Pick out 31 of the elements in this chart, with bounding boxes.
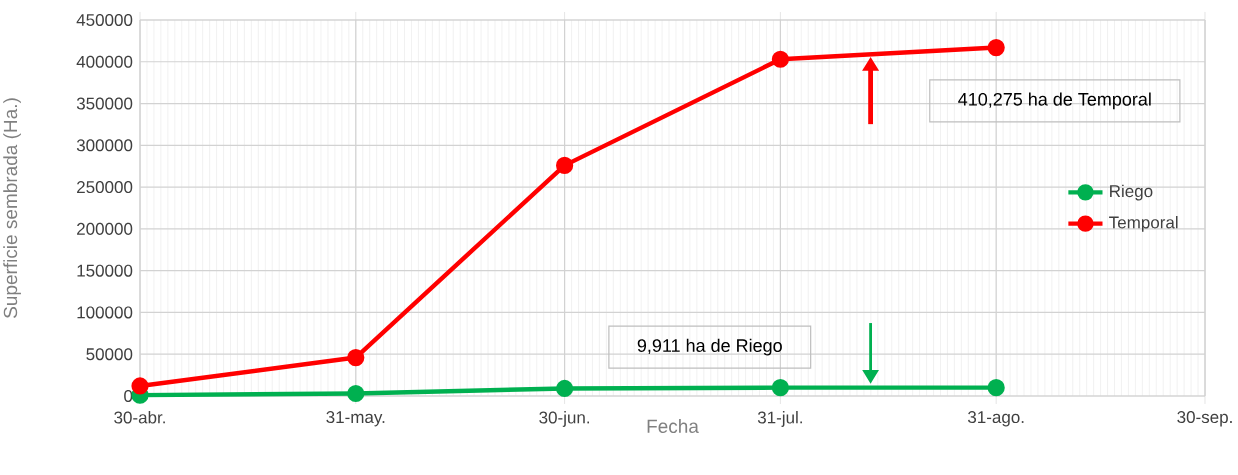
point	[556, 379, 574, 398]
annotation: 9,911 ha de Riego	[637, 338, 782, 356]
y-tick-label: 0	[124, 389, 133, 402]
y-tick-label: 200000	[77, 222, 133, 235]
x-tick-label: 30-abr.	[114, 411, 165, 424]
y-tick-label: 150000	[77, 264, 133, 277]
y-tick-label: 300000	[76, 139, 133, 152]
x-tick-label: 30-jun.	[539, 411, 590, 427]
point	[771, 50, 789, 68]
point	[556, 156, 574, 174]
point	[987, 38, 1005, 57]
point	[347, 384, 365, 403]
legend-label: Riego	[1110, 184, 1153, 201]
y-tick-label: 100000	[77, 306, 133, 319]
y-tick-label: 400000	[76, 55, 133, 68]
point	[131, 377, 149, 395]
y-tick-label: 350000	[76, 97, 133, 110]
annotation: 410,275 ha de Temporal	[958, 92, 1151, 110]
point	[771, 379, 789, 397]
x-axis-title: Fecha	[647, 419, 699, 434]
y-tick-label: 250000	[77, 181, 133, 194]
y-tick-label: 50000	[86, 348, 133, 361]
x-tick-label: 31-jul.	[757, 411, 802, 427]
point	[347, 348, 365, 367]
legend-label: Temporal	[1109, 215, 1178, 232]
x-tick-label: 31-ago.	[968, 411, 1024, 427]
point	[987, 379, 1005, 397]
y-tick-label: 450000	[76, 13, 133, 26]
y-axis-title: Superficie sembrada (Ha.)	[3, 98, 21, 318]
x-tick-label: 31-may.	[326, 411, 385, 427]
x-tick-label: 30-sep.	[1177, 411, 1232, 427]
